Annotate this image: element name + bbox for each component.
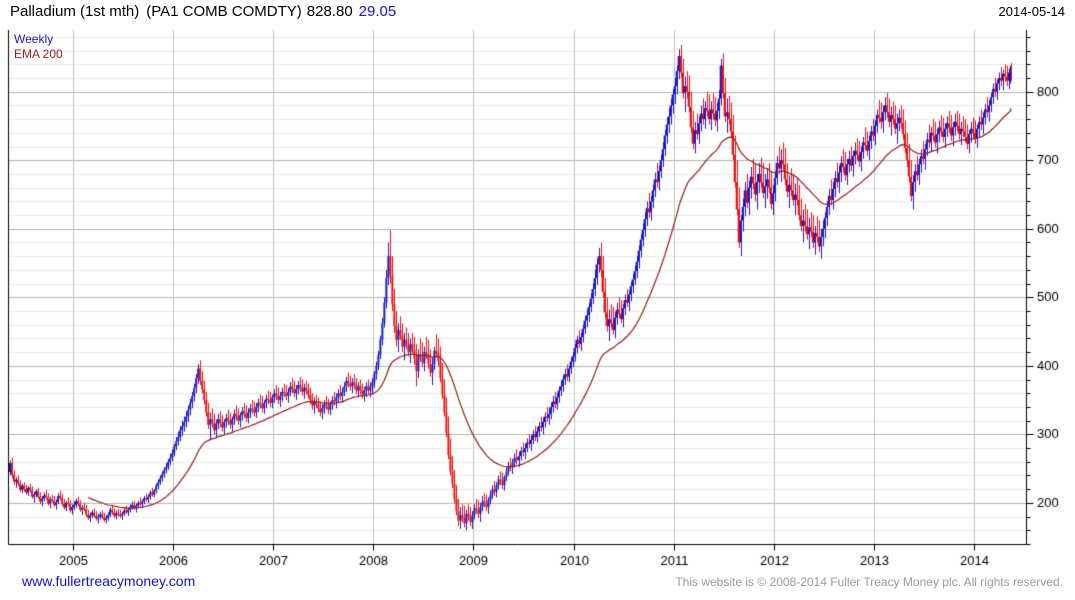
chart-footer: www.fullertreacymoney.com This website i…	[0, 566, 1075, 600]
instrument-ticker: (PA1 COMB COMDTY)	[146, 3, 302, 20]
chart-plot-area[interactable]: Weekly EMA 200	[0, 26, 1075, 566]
price-candlestick-canvas[interactable]	[0, 26, 1075, 566]
last-price: 828.80	[306, 3, 353, 20]
chart-header: Palladium (1st mth) (PA1 COMB COMDTY) 828.…	[0, 0, 1075, 26]
chart-date: 2014-05-14	[998, 4, 1066, 19]
price-change: 29.05	[358, 3, 397, 20]
instrument-name: Palladium (1st mth)	[10, 3, 140, 20]
instrument-title: Palladium (1st mth) (PA1 COMB COMDTY) 828.…	[10, 3, 396, 20]
copyright-notice: This website is © 2008-2014 Fuller Treac…	[675, 575, 1063, 589]
site-url[interactable]: www.fullertreacymoney.com	[22, 573, 196, 589]
